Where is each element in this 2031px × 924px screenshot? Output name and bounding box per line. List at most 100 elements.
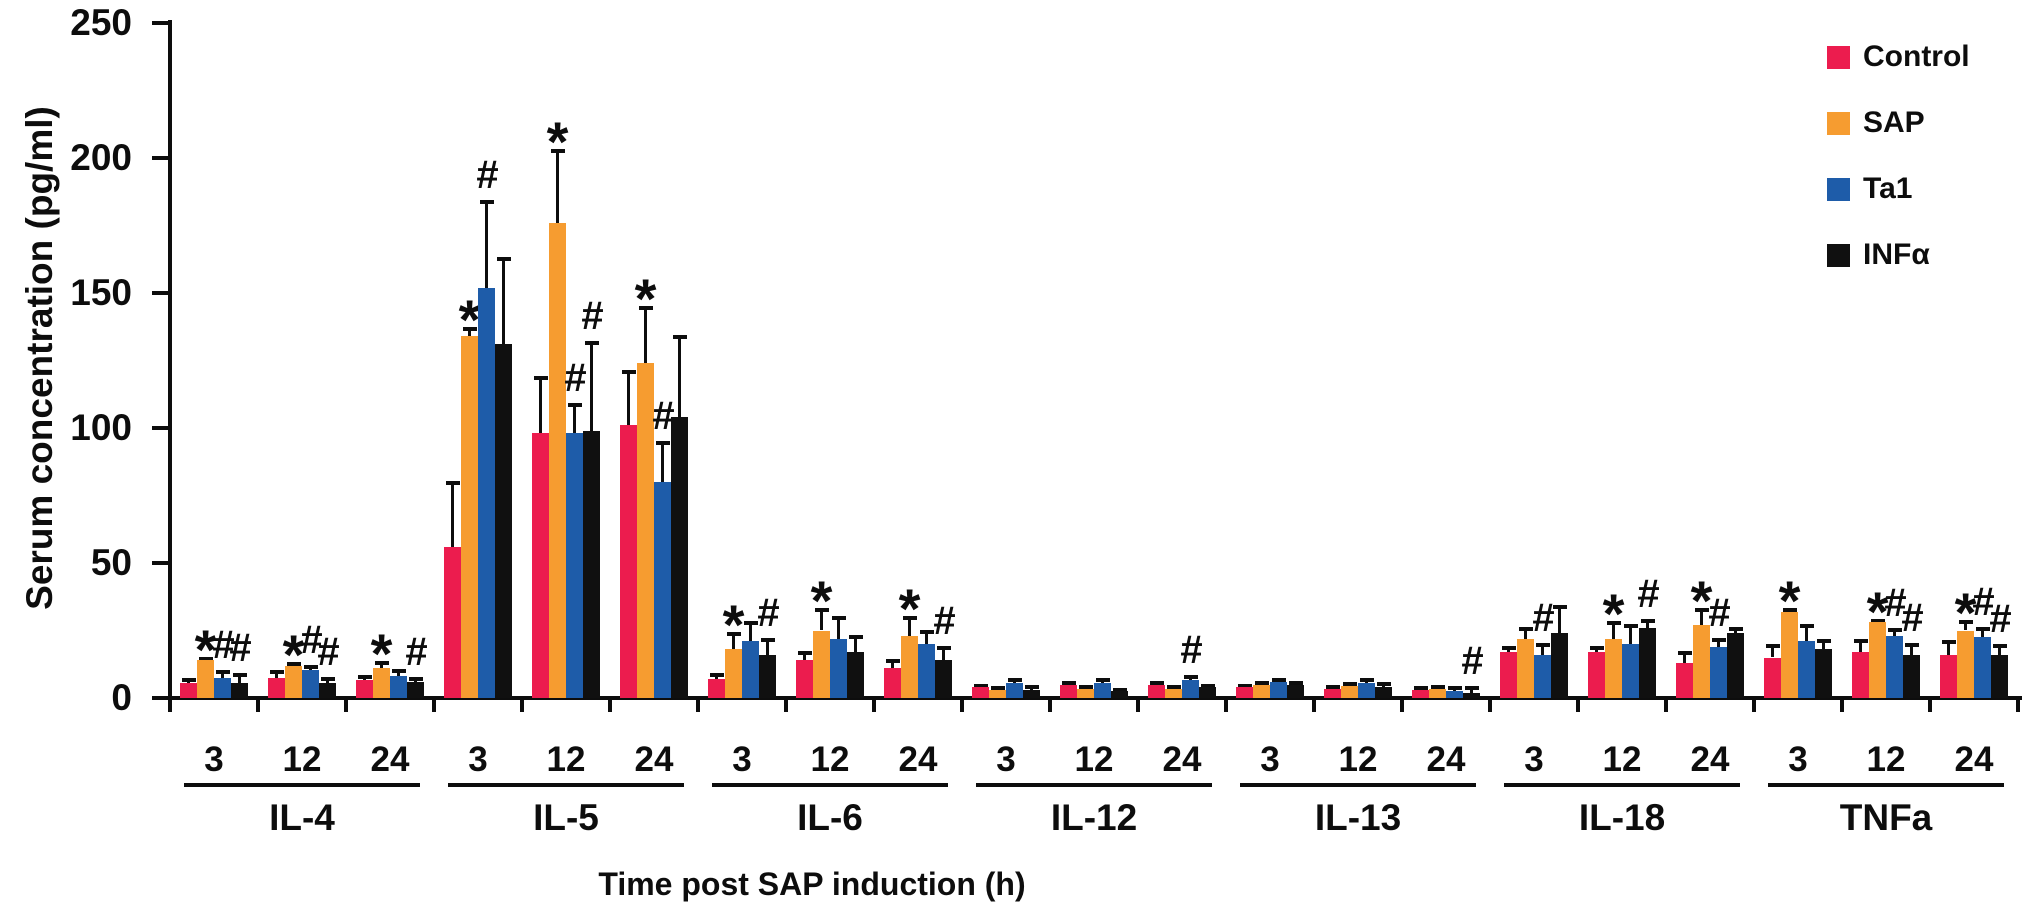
bar-control [1060,684,1077,698]
bar-ta1 [1358,683,1375,698]
y-axis-line [168,20,172,702]
error-bar-cap [638,305,653,310]
bar-sap [461,336,478,698]
bar-ta1 [1006,683,1023,698]
error-bar [1771,645,1774,658]
y-axis-title: Serum concentration (pg/ml) [19,106,60,610]
error-bar-cap [496,256,511,261]
error-bar [468,328,471,337]
error-bar-cap [1464,686,1479,691]
x-axis-tick [1576,698,1580,712]
bar-control [532,433,549,698]
error-bar-cap [445,481,460,485]
bar-control [356,680,373,698]
y-axis-tick [152,426,170,430]
error-bar-cap [181,678,196,683]
error-bar-cap [269,670,284,674]
error-bar-cap [1816,638,1831,643]
significance-marker: # [652,393,674,438]
error-bar-cap [1501,645,1516,650]
x-axis-tick [1840,698,1844,712]
significance-marker: # [1708,590,1730,635]
error-bar-cap [1623,624,1638,629]
error-bar [1646,619,1649,628]
error-bar [1629,625,1632,644]
bar-ta1 [742,641,759,698]
bar-ta1 [830,638,847,698]
bar-infα [1991,654,2008,698]
error-bar-cap [1166,684,1181,689]
x-axis-tick [344,698,348,712]
error-bar-cap [709,672,724,677]
error-bar-cap [1237,683,1252,688]
error-bar-cap [726,632,741,637]
bar-control [444,546,461,698]
y-axis-tick-label: 100 [70,407,132,448]
error-bar-cap [1782,607,1797,612]
y-axis-tick-label: 0 [111,677,132,718]
significance-marker: # [1637,571,1659,616]
significance-marker: * [370,621,393,685]
bar-sap [1517,638,1534,698]
bar-sap [725,649,742,698]
error-bar [837,617,840,639]
error-bar-cap [1992,644,2007,649]
error-bar-cap [374,660,389,665]
error-bar-cap [462,327,477,332]
group-underline [1504,783,1740,787]
significance-marker: # [229,625,251,670]
x-tick-label: 24 [898,740,938,779]
significance-marker: # [757,590,779,635]
bar-sap [1693,625,1710,698]
error-bar-cap [198,656,213,661]
error-bar-cap [990,686,1005,691]
y-axis-tick [152,696,170,700]
legend-label: INFα [1863,238,1930,271]
error-bar [678,336,681,418]
error-bar [1683,652,1686,663]
legend-item: INFα [1827,240,1970,270]
x-axis-tick [960,698,964,712]
x-axis-tick [1928,698,1932,712]
bar-control [620,425,637,698]
significance-marker: # [300,617,322,662]
error-bar [485,201,488,288]
error-bar-cap [408,676,423,681]
error-bar-cap [1640,618,1655,623]
legend: Control SAP Ta1 INFα [1827,42,1970,306]
error-bar-cap [1024,684,1039,689]
bar-control [1676,662,1693,698]
bar-infα [1375,687,1392,698]
error-bar [732,633,735,650]
group-underline [448,783,684,787]
x-axis-tick [872,698,876,712]
error-bar [1981,627,1984,638]
error-bar-cap [1518,626,1533,631]
error-bar-cap [1342,682,1357,687]
bar-ta1 [478,287,495,698]
bar-infα [1199,687,1216,698]
error-bar-cap [919,629,934,634]
bar-infα [1551,633,1568,698]
error-bar [1524,627,1527,639]
bar-control [1940,654,1957,698]
bar-ta1 [1710,646,1727,698]
error-bar-cap [1853,638,1868,643]
error-bar [908,617,911,636]
significance-marker: # [933,598,955,643]
bar-sap [197,660,214,698]
significance-marker: # [1901,596,1923,640]
error-bar-cap [831,616,846,620]
significance-marker: # [1884,581,1906,626]
x-tick-label: 12 [1338,740,1378,779]
bar-sap [1605,638,1622,698]
error-bar-cap [1975,626,1990,631]
error-bar-cap [1677,651,1692,656]
legend-item: Ta1 [1827,174,1970,204]
legend-swatch [1827,177,1850,201]
bar-sap [285,665,302,698]
bar-control [972,687,989,698]
error-bar-cap [1271,678,1286,683]
error-bar [380,661,383,669]
error-bar-cap [1904,643,1919,647]
